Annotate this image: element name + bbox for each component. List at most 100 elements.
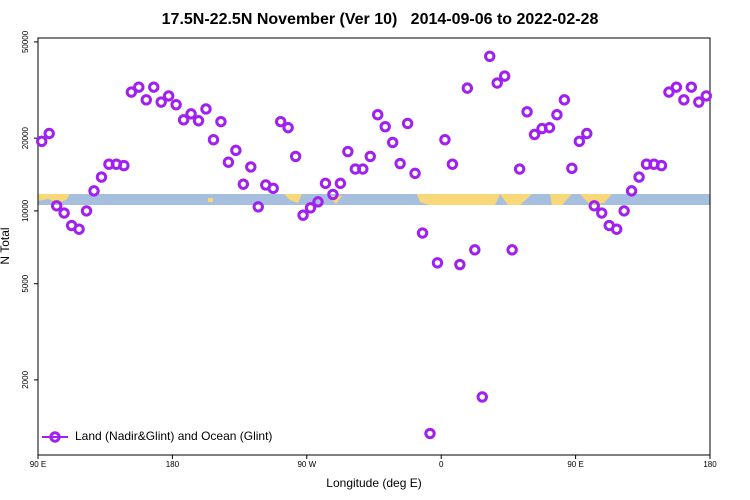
point (252, 201, 264, 213)
x-tick-label: 180 (166, 460, 180, 469)
point (289, 150, 302, 163)
point (484, 50, 496, 62)
point (95, 171, 108, 183)
point (50, 200, 63, 212)
point (566, 162, 578, 175)
point (148, 81, 160, 93)
point (655, 159, 668, 172)
point (327, 188, 339, 201)
x-axis-label: Longitude (deg E) (326, 476, 421, 490)
point (685, 81, 698, 93)
x-tick-label: 90 E (567, 460, 583, 469)
point (118, 159, 130, 172)
point (319, 177, 332, 190)
point (88, 185, 100, 197)
point (334, 177, 347, 190)
point (581, 127, 593, 140)
point (633, 171, 645, 183)
x-tick-label: 0 (439, 460, 444, 469)
point (73, 223, 85, 235)
point (162, 90, 175, 102)
point (700, 90, 712, 102)
point (663, 86, 675, 98)
x-tick-label: 90 W (297, 460, 316, 469)
point (416, 227, 429, 239)
point (312, 196, 324, 208)
y-tick-label: 20000 (21, 126, 30, 149)
point (424, 427, 436, 440)
point (551, 108, 563, 121)
point (207, 134, 220, 146)
point (58, 207, 70, 219)
point (431, 257, 444, 269)
chart-title: 17.5N-22.5N November (Ver 10) 2014-09-06… (162, 11, 599, 28)
legend-marker (49, 431, 61, 443)
point (521, 106, 533, 118)
legend-label: Land (Nadir&Glint) and Ocean (Glint) (75, 429, 272, 443)
point (618, 205, 630, 217)
point (498, 70, 511, 82)
x-tick-label: 90 E (30, 460, 46, 469)
point (625, 185, 638, 197)
point (192, 115, 205, 127)
point (461, 82, 474, 94)
point (170, 98, 182, 111)
point (476, 391, 488, 403)
point (274, 115, 287, 128)
point (297, 209, 309, 221)
point (469, 244, 481, 256)
point (491, 77, 503, 89)
point (282, 121, 294, 134)
point (573, 135, 586, 148)
point (357, 163, 369, 175)
x-tick-label: 180 (703, 460, 717, 469)
point (446, 158, 459, 170)
y-tick-label: 2000 (21, 370, 30, 388)
point (454, 258, 466, 271)
point (528, 128, 541, 141)
point (558, 94, 571, 106)
point (245, 161, 257, 173)
point (386, 136, 399, 149)
plot-frame (37, 37, 711, 456)
point (610, 223, 623, 235)
point (693, 96, 705, 108)
y-tick-label: 10000 (21, 199, 30, 222)
point (379, 120, 391, 133)
point (439, 134, 451, 146)
point (409, 167, 421, 180)
point (543, 121, 556, 134)
point (222, 156, 235, 168)
point (267, 182, 279, 195)
point (140, 94, 152, 106)
point (596, 207, 608, 219)
point (678, 94, 690, 106)
point (177, 114, 190, 126)
point (342, 145, 354, 158)
point (185, 108, 197, 120)
point (237, 178, 250, 190)
point (36, 135, 48, 148)
y-tick-label: 5000 (21, 274, 30, 292)
map-strip (38, 194, 710, 205)
point (133, 81, 145, 93)
point (506, 244, 518, 256)
point (155, 96, 167, 108)
point (394, 157, 406, 170)
point (215, 115, 227, 128)
point (304, 202, 317, 214)
point (125, 86, 138, 98)
y-tick-label: 50000 (21, 30, 30, 53)
point (513, 163, 526, 175)
point (401, 117, 414, 130)
point (43, 127, 55, 140)
point (588, 200, 600, 212)
point (364, 150, 376, 163)
point (230, 144, 242, 157)
point (372, 108, 384, 121)
point (80, 205, 93, 217)
point (670, 81, 683, 93)
point (200, 103, 212, 115)
